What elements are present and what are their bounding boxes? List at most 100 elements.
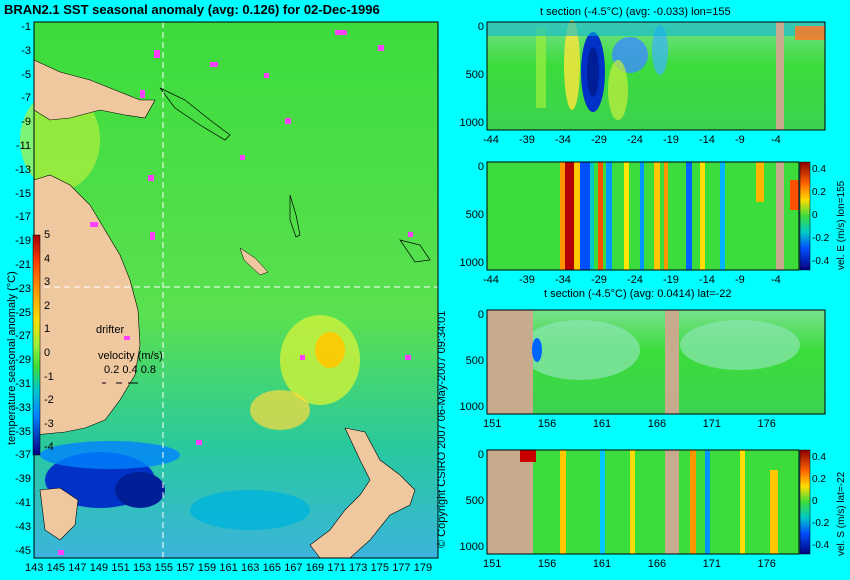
lat-tick-label: -41 — [15, 497, 31, 509]
warm-anomaly — [315, 332, 345, 368]
panel-1-x-tick: -9 — [735, 134, 745, 146]
lon-tick-label: 163 — [241, 562, 260, 574]
panel-3-plot — [486, 309, 826, 415]
colorbar-tick-label: -4 — [44, 441, 54, 454]
solomon-islands — [159, 87, 231, 141]
panel-3-x-tick: 161 — [592, 418, 612, 430]
lon-tick-label: 149 — [89, 562, 109, 574]
panel-1-title: t section (-4.5°C) (avg: -0.033) lon=155 — [540, 6, 731, 18]
lat-tick-label: -31 — [15, 378, 31, 390]
panel-1-plot — [486, 20, 826, 131]
drifter-marker — [124, 336, 130, 340]
panel-2-colorbar-tick: 0.2 — [812, 187, 826, 198]
cold-anomaly — [40, 441, 180, 469]
lat-tick-label: -3 — [21, 44, 31, 57]
lat-tick-label: -27 — [15, 330, 31, 343]
lon-tick-label: 171 — [327, 562, 346, 574]
lat-tick-label: -1 — [21, 21, 31, 33]
lon-tick-label: 173 — [349, 562, 368, 574]
lon-tick-label: 143 — [25, 562, 44, 574]
lon-tick-label: 161 — [219, 562, 238, 574]
lon-tick-label: 177 — [392, 562, 411, 574]
panel-4-y-tick: 1000 — [459, 541, 484, 553]
colorbar-tick-label: 1 — [44, 323, 51, 336]
panel-2-x-tick: -34 — [555, 274, 571, 286]
lon-tick-label: 157 — [176, 562, 195, 574]
panel-3-x-tick: 171 — [702, 418, 721, 430]
panel-4-colorbar-tick: 0.4 — [812, 452, 826, 463]
drifter-marker — [408, 232, 413, 237]
colorbar-tick-label: -1 — [44, 370, 54, 383]
panel-4-x-tick: 156 — [537, 558, 557, 570]
panel-4-x-tick: 171 — [702, 558, 721, 570]
warm-anomaly — [250, 390, 310, 430]
panel-1-x-tick: -14 — [699, 134, 715, 146]
drifter-marker — [264, 73, 269, 78]
drifter-legend-label: drifter — [96, 324, 125, 336]
panel-4-colorbar-tick: -0.4 — [812, 540, 830, 551]
colorbar-tick-label: 0 — [44, 347, 51, 359]
drifter-marker — [210, 62, 218, 67]
panel-3-x-tick: 166 — [647, 418, 667, 430]
lon-tick-label: 169 — [305, 562, 325, 574]
colorbar-tick-label: -2 — [44, 394, 54, 407]
drifter-marker — [378, 45, 384, 51]
lon-tick-label: 167 — [284, 562, 303, 574]
velocity-legend-label: velocity (m/s) — [98, 350, 163, 362]
drifter-marker — [300, 355, 305, 360]
drifter-marker — [58, 550, 64, 555]
cold-anomaly — [190, 490, 310, 530]
panel-2-x-tick: -14 — [699, 274, 715, 286]
drifter-marker — [148, 175, 154, 181]
panel-1-y-tick: 0 — [477, 21, 484, 33]
lon-tick-label: 159 — [197, 562, 217, 574]
lon-tick-label: 179 — [413, 562, 433, 574]
panel-1-y-tick: 1000 — [459, 117, 484, 129]
lon-tick-label: 153 — [133, 562, 152, 574]
panel-3-y-tick: 0 — [477, 309, 484, 321]
lon-tick-label: 145 — [46, 562, 65, 574]
lat-tick-label: -29 — [15, 354, 31, 367]
drifter-marker — [154, 50, 160, 58]
lat-tick-label: -13 — [15, 163, 31, 176]
drifter-marker — [240, 155, 245, 160]
panel-4-colorbar-tick: 0.2 — [812, 474, 826, 485]
panel-4-x-tick: 151 — [483, 558, 502, 570]
panel-4-colorbar-tick: -0.2 — [812, 518, 830, 529]
lon-tick-label: 175 — [370, 562, 389, 574]
new-caledonia-land — [239, 247, 269, 276]
vanuatu-islands — [289, 194, 301, 238]
panel-1-y-tick: 500 — [465, 69, 484, 81]
colorbar-tick-label: 2 — [44, 299, 51, 312]
panel-2-plot — [486, 161, 811, 271]
panel-2-colorbar-tick: 0 — [812, 210, 818, 221]
map-colorbar — [32, 234, 41, 456]
panel-3-y-tick: 1000 — [459, 401, 484, 413]
panel-2-colorbar-tick: 0.4 — [812, 164, 826, 175]
panel-3-title: t section (-4.5°C) (avg: 0.0414) lat=-22 — [544, 288, 732, 300]
colorbar-tick-label: 4 — [44, 252, 51, 265]
colorbar-tick-label: 5 — [44, 229, 51, 241]
panel-2-colorbar-tick: -0.4 — [812, 256, 830, 267]
lat-tick-label: -17 — [15, 211, 31, 224]
fiji-islands — [399, 239, 431, 263]
panel-3-x-tick: 156 — [537, 418, 557, 430]
drifter-markers — [58, 30, 413, 555]
australia-land — [33, 174, 141, 436]
panel-2-y-tick: 0 — [477, 161, 484, 173]
lat-tick-label: -35 — [15, 425, 31, 438]
drifter-marker — [150, 232, 155, 240]
cold-anomaly — [115, 472, 165, 508]
panel-2-x-tick: -4 — [771, 274, 781, 286]
lat-tick-label: -7 — [21, 92, 31, 105]
lat-tick-label: -25 — [15, 306, 31, 319]
panel-3-x-tick: 151 — [483, 418, 502, 430]
new-guinea-land — [33, 59, 156, 121]
map-title: BRAN2.1 SST seasonal anomaly (avg: 0.126… — [4, 2, 380, 17]
panel-2-side-label: vel. E (m/s) lon=155 — [836, 180, 847, 270]
lat-tick-label: -11 — [15, 140, 31, 152]
colorbar-label: temperature seasonal anomaly (°C) — [6, 271, 18, 445]
panel-4-plot — [486, 449, 811, 555]
colorbar-tick-label: -3 — [44, 417, 54, 430]
panel-4-y-tick: 0 — [477, 449, 484, 461]
